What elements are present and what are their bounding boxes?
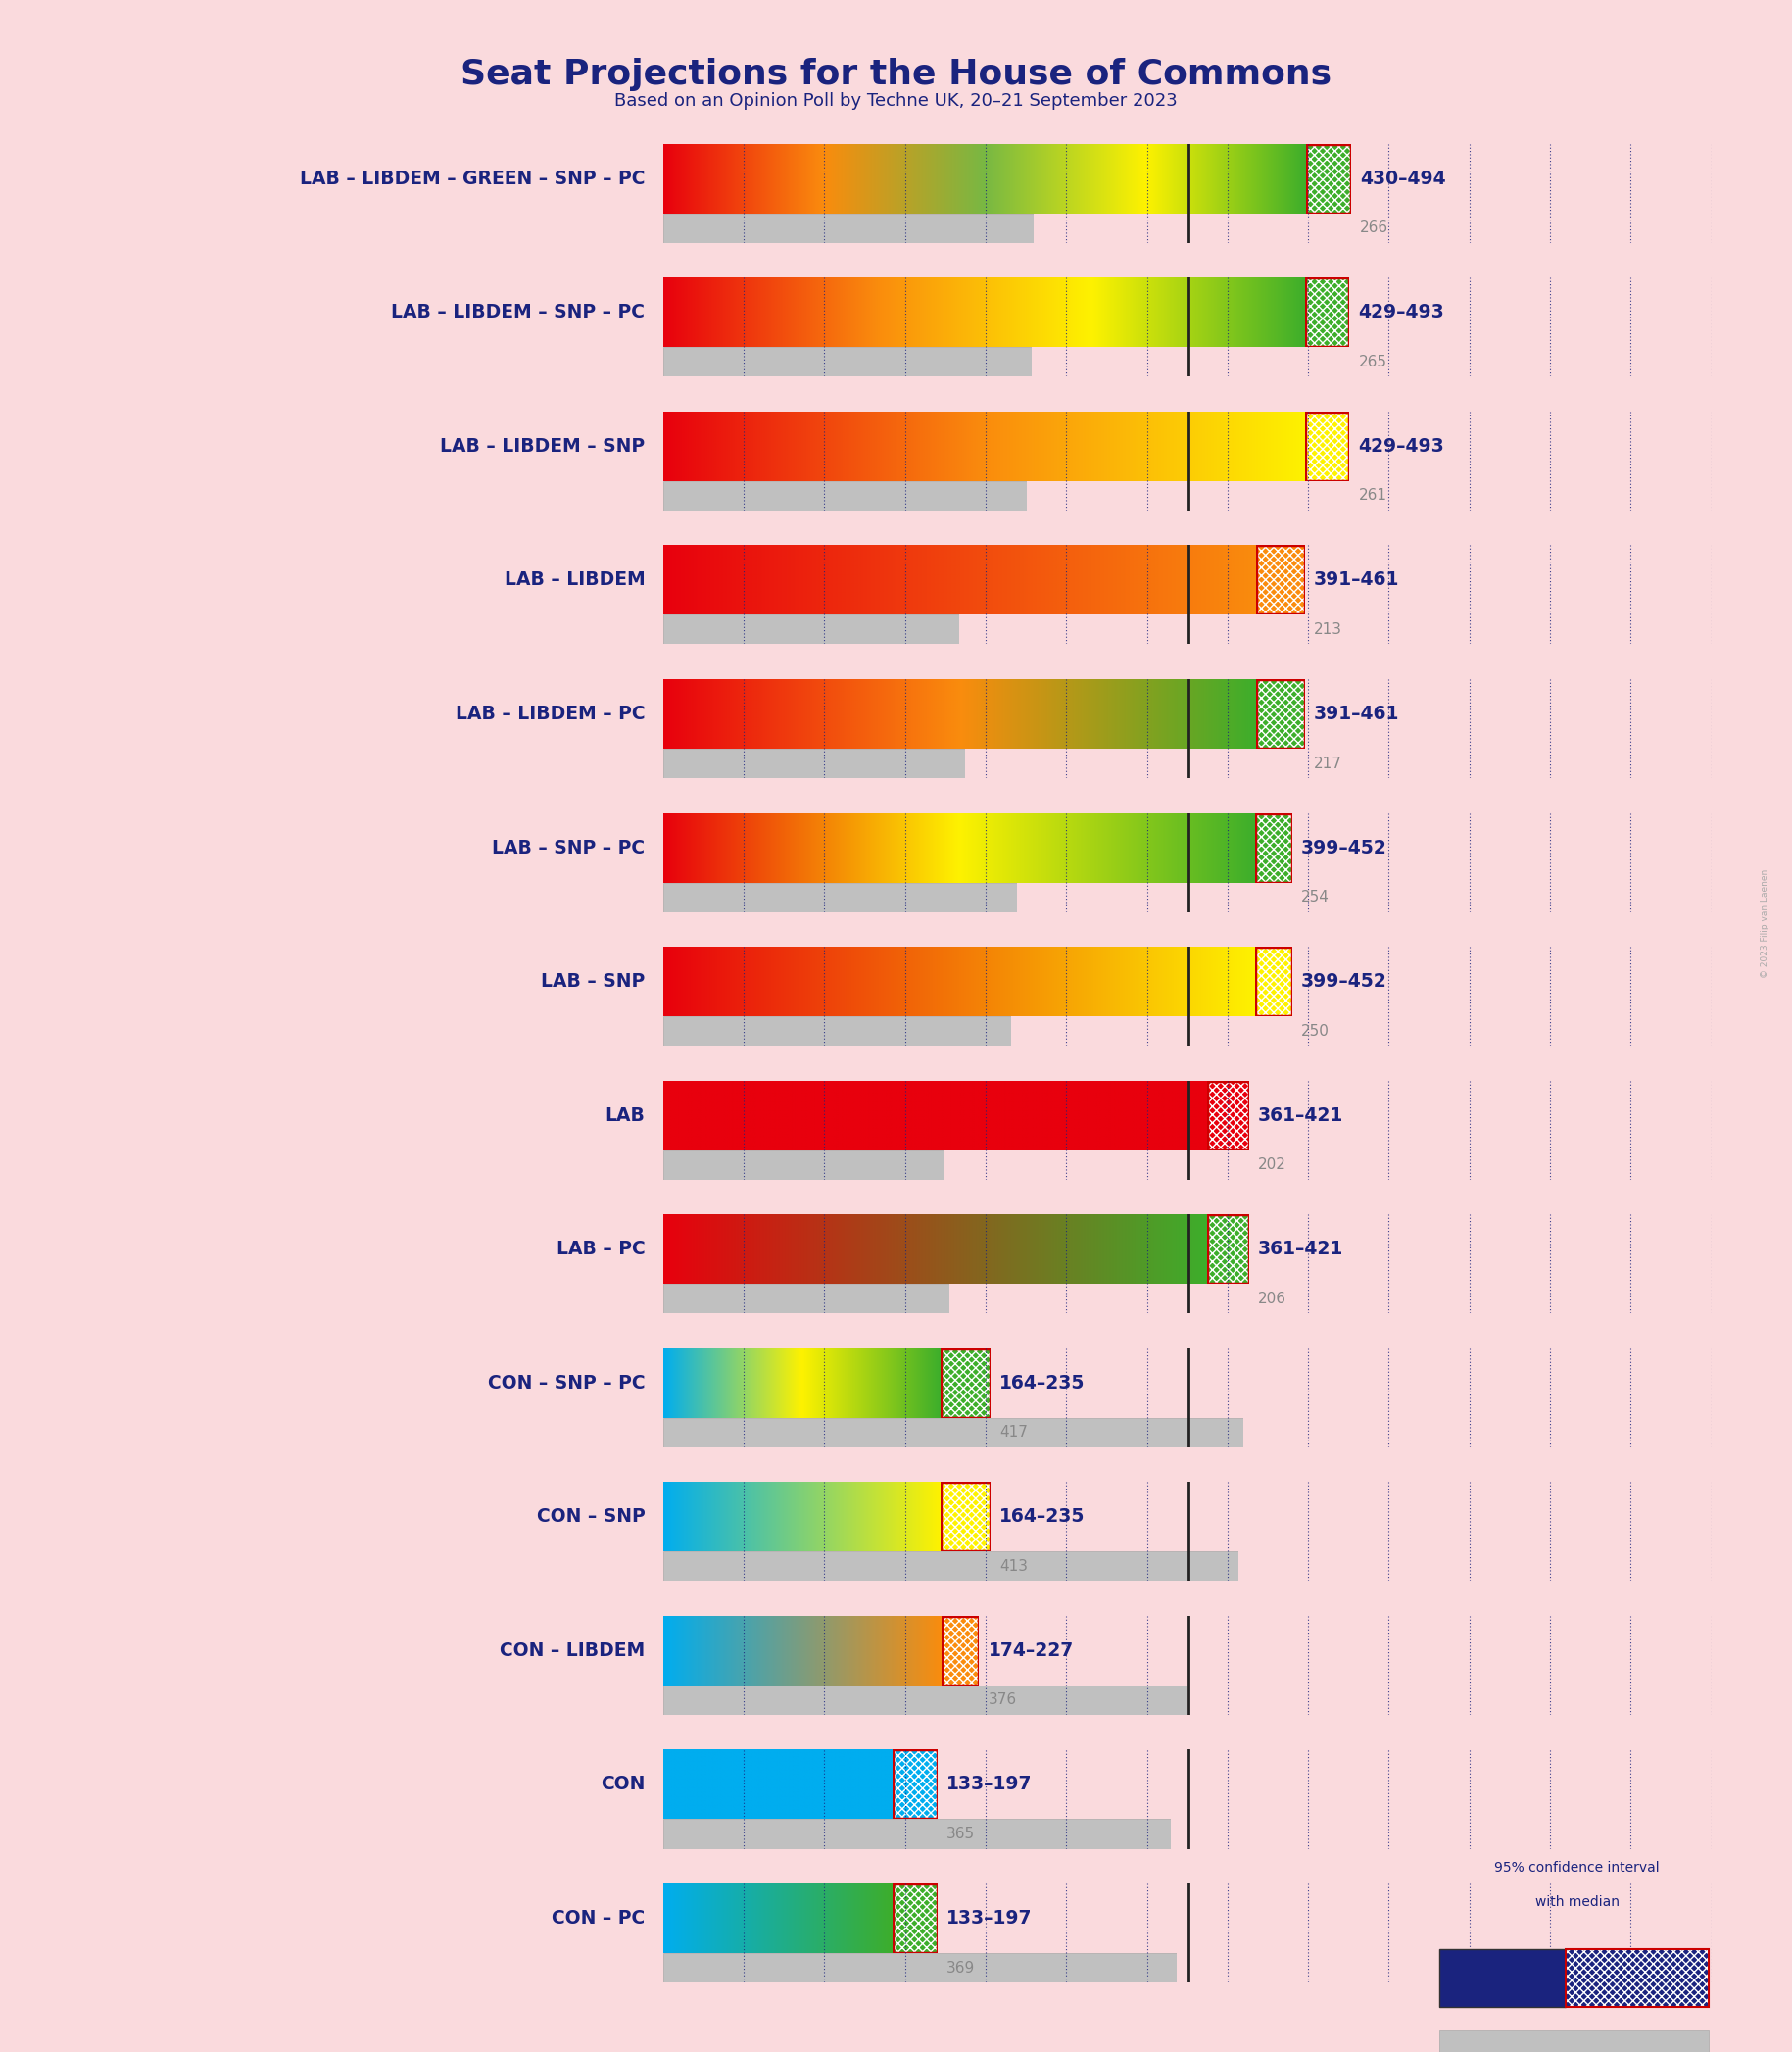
Text: 250: 250 xyxy=(1301,1024,1330,1038)
Text: 413: 413 xyxy=(1000,1560,1027,1574)
Text: Seat Projections for the House of Commons: Seat Projections for the House of Common… xyxy=(461,57,1331,90)
Text: 361–421: 361–421 xyxy=(1258,1239,1344,1258)
Text: 265: 265 xyxy=(1358,355,1387,369)
Text: 133–197: 133–197 xyxy=(946,1775,1032,1793)
Text: 361–421: 361–421 xyxy=(1258,1106,1344,1124)
Text: with median: with median xyxy=(1534,1896,1620,1908)
Text: LAB – LIBDEM – SNP – PC: LAB – LIBDEM – SNP – PC xyxy=(391,304,645,322)
Text: CON – SNP: CON – SNP xyxy=(536,1508,645,1527)
Bar xyxy=(1439,2029,1710,2052)
Text: CON: CON xyxy=(600,1775,645,1793)
Text: 429–493: 429–493 xyxy=(1358,437,1444,456)
Text: 164–235: 164–235 xyxy=(1000,1373,1084,1393)
Text: 174–227: 174–227 xyxy=(987,1642,1073,1660)
Bar xyxy=(1566,1949,1710,2007)
Text: LAB – PC: LAB – PC xyxy=(556,1239,645,1258)
Text: LAB – LIBDEM: LAB – LIBDEM xyxy=(504,570,645,589)
Text: LAB – SNP – PC: LAB – SNP – PC xyxy=(493,839,645,858)
Text: 202: 202 xyxy=(1258,1157,1287,1172)
Text: 206: 206 xyxy=(1258,1291,1287,1305)
Text: 217: 217 xyxy=(1314,755,1342,772)
Text: 391–461: 391–461 xyxy=(1314,570,1400,589)
Text: 417: 417 xyxy=(1000,1426,1027,1441)
Text: CON – PC: CON – PC xyxy=(552,1908,645,1927)
Text: 213: 213 xyxy=(1314,622,1342,636)
Text: CON – LIBDEM: CON – LIBDEM xyxy=(500,1642,645,1660)
Text: CON – SNP – PC: CON – SNP – PC xyxy=(487,1373,645,1393)
Text: LAB – SNP: LAB – SNP xyxy=(541,973,645,991)
Text: 376: 376 xyxy=(987,1693,1016,1707)
Text: 365: 365 xyxy=(946,1826,975,1841)
Bar xyxy=(1439,1949,1566,2007)
Text: 430–494: 430–494 xyxy=(1360,170,1446,189)
Text: LAB: LAB xyxy=(606,1106,645,1124)
Text: 429–493: 429–493 xyxy=(1358,304,1444,322)
Text: © 2023 Filip van Laenen: © 2023 Filip van Laenen xyxy=(1762,868,1769,979)
Text: 399–452: 399–452 xyxy=(1301,973,1387,991)
Text: 254: 254 xyxy=(1301,891,1330,905)
Text: 399–452: 399–452 xyxy=(1301,839,1387,858)
Text: Based on an Opinion Poll by Techne UK, 20–21 September 2023: Based on an Opinion Poll by Techne UK, 2… xyxy=(615,92,1177,111)
Bar xyxy=(1566,1949,1710,2007)
Text: 164–235: 164–235 xyxy=(1000,1508,1084,1527)
Text: 261: 261 xyxy=(1358,488,1387,503)
Text: 133–197: 133–197 xyxy=(946,1908,1032,1927)
Text: 95% confidence interval: 95% confidence interval xyxy=(1495,1861,1659,1876)
Text: 266: 266 xyxy=(1360,222,1389,236)
Text: LAB – LIBDEM – PC: LAB – LIBDEM – PC xyxy=(455,704,645,722)
Text: LAB – LIBDEM – GREEN – SNP – PC: LAB – LIBDEM – GREEN – SNP – PC xyxy=(299,170,645,189)
Text: 369: 369 xyxy=(946,1960,975,1976)
Text: LAB – LIBDEM – SNP: LAB – LIBDEM – SNP xyxy=(441,437,645,456)
Text: 391–461: 391–461 xyxy=(1314,704,1400,722)
